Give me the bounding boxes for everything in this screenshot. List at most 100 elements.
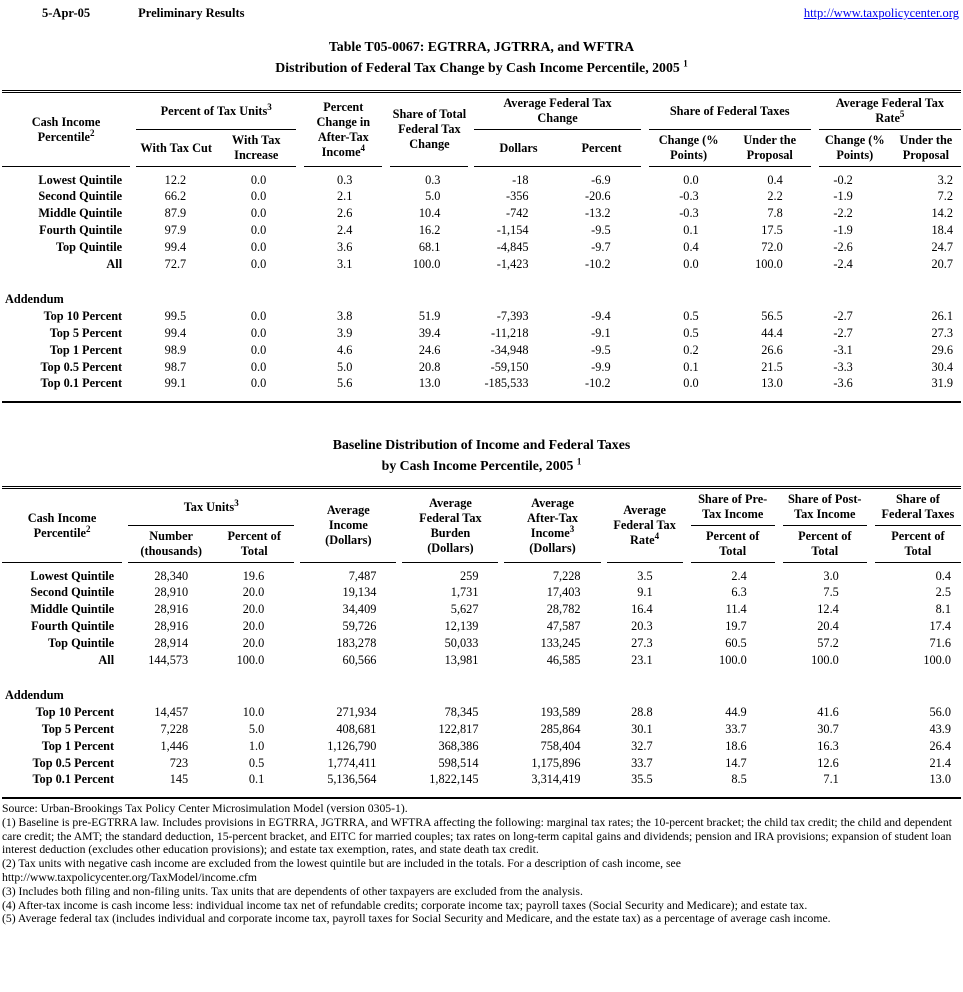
data-cell: 13,981 — [444, 653, 479, 667]
column-spacer — [867, 738, 875, 755]
data-cell: -1.9 — [833, 223, 853, 237]
data-cell: 5.6 — [336, 376, 353, 390]
site-link[interactable]: http://www.taxpolicycenter.org — [803, 6, 959, 20]
spacer-cell — [2, 273, 961, 291]
data-cell: -356 — [505, 189, 529, 203]
data-cell: 20.0 — [242, 602, 265, 616]
table1-title-line1: Table T05-0067: EGTRRA, JGTRRA, and WFTR… — [328, 39, 635, 54]
table-row: Top 5 Percent 7,228 5.0 408,681 122,817 285,8… — [2, 721, 961, 738]
data-cell: 20.0 — [242, 585, 265, 599]
data-cell: 3.9 — [336, 326, 353, 340]
column-spacer — [683, 704, 691, 721]
data-cell: 0.5 — [683, 309, 699, 323]
column-spacer — [867, 618, 875, 635]
column-spacer — [811, 93, 819, 167]
row-label: Top 0.5 Percent — [40, 360, 123, 374]
column-spacer — [296, 325, 304, 342]
column-spacer — [811, 325, 819, 342]
data-cell: -9.4 — [591, 309, 611, 323]
col-header-percent: Percent — [562, 130, 641, 167]
data-cell: 28,916 — [154, 602, 189, 616]
data-cell: -11,218 — [491, 326, 529, 340]
data-cell: 78,345 — [444, 705, 479, 719]
data-cell: 16.3 — [817, 739, 839, 753]
data-cell: 2.6 — [336, 206, 353, 220]
data-cell: 3,314,419 — [531, 772, 581, 786]
data-cell: 8.1 — [935, 602, 951, 616]
table-row: Lowest Quintile 12.2 0.0 0.3 0.3 -18 -6.9 0.0 0.… — [2, 167, 961, 188]
column-spacer — [811, 188, 819, 205]
column-spacer — [811, 342, 819, 359]
data-cell: 17,403 — [546, 585, 581, 599]
col-group-average-federal-tax-rate: Average Federal Tax Rate5 — [818, 93, 961, 130]
data-cell: 30.4 — [931, 360, 953, 374]
data-cell: -13.2 — [584, 206, 611, 220]
data-cell: 14.7 — [725, 756, 747, 770]
data-cell: 17.5 — [761, 223, 783, 237]
data-cell: 28.8 — [631, 705, 653, 719]
column-spacer — [811, 205, 819, 222]
data-cell: 5,136,564 — [327, 772, 377, 786]
column-spacer — [775, 721, 783, 738]
row-label: Top 10 Percent — [43, 309, 123, 323]
table2-top-rule — [2, 486, 961, 489]
data-cell: 41.6 — [817, 705, 839, 719]
table1-title-line2: Distribution of Federal Tax Change by Ca… — [275, 58, 688, 75]
data-cell: 21.5 — [761, 360, 783, 374]
data-cell: 2.5 — [935, 585, 951, 599]
column-spacer — [641, 342, 649, 359]
col-header-pre-tax-percent-of-total: Percent of Total — [690, 526, 775, 563]
column-spacer — [296, 167, 304, 188]
data-cell: 26.4 — [929, 739, 951, 753]
data-cell: -2.4 — [833, 257, 853, 271]
table-row: Top 0.1 Percent 99.1 0.0 5.6 13.0 -185,533 -10… — [2, 376, 961, 401]
data-cell: -1.9 — [833, 189, 853, 203]
date-label: 5-Apr-05 — [42, 6, 91, 20]
column-spacer — [296, 205, 304, 222]
column-spacer — [382, 93, 390, 167]
data-cell: 5,627 — [450, 602, 479, 616]
table-row: Fourth Quintile 28,916 20.0 59,726 12,139 47,… — [2, 618, 961, 635]
data-cell: 20.8 — [418, 360, 441, 374]
table-row: Top Quintile 28,914 20.0 183,278 50,033 133,2… — [2, 635, 961, 652]
data-cell: 100.0 — [923, 653, 951, 667]
row-label: Middle Quintile — [30, 602, 115, 616]
data-cell: 7.8 — [767, 206, 783, 220]
data-cell: 1,175,896 — [531, 756, 581, 770]
column-spacer — [296, 359, 304, 376]
spacer-row — [2, 669, 961, 687]
data-cell: 60,566 — [342, 653, 377, 667]
data-cell: 35.5 — [631, 772, 653, 786]
data-cell: 2.4 — [336, 223, 353, 237]
row-label: Top 0.1 Percent — [40, 376, 123, 390]
data-cell: -2.7 — [833, 309, 853, 323]
column-spacer — [775, 652, 783, 669]
column-spacer — [867, 652, 875, 669]
data-cell: 0.3 — [425, 173, 441, 187]
data-cell: 60.5 — [725, 636, 747, 650]
data-cell: -2.2 — [833, 206, 853, 220]
column-spacer — [867, 755, 875, 772]
column-spacer — [867, 584, 875, 601]
data-cell: 28,340 — [154, 569, 189, 583]
data-cell: 99.4 — [164, 326, 187, 340]
footnote-2: (2) Tax units with negative cash income … — [2, 857, 681, 871]
column-spacer — [683, 584, 691, 601]
column-spacer — [641, 188, 649, 205]
data-cell: 7,228 — [552, 569, 581, 583]
data-cell: 46,585 — [546, 653, 581, 667]
data-cell: 5.0 — [336, 360, 353, 374]
column-spacer — [641, 167, 649, 188]
table-row: Top 10 Percent 14,457 10.0 271,934 78,345 193… — [2, 704, 961, 721]
data-cell: 21.4 — [929, 756, 951, 770]
source-note: Source: Urban-Brookings Tax Policy Cente… — [2, 802, 408, 815]
footnote-4: (4) After-tax income is cash income less… — [2, 898, 808, 912]
data-cell: 0.3 — [336, 173, 353, 187]
data-cell: 5.0 — [248, 722, 265, 736]
row-label: Middle Quintile — [38, 206, 123, 220]
column-spacer — [775, 755, 783, 772]
data-cell: -10.2 — [584, 376, 611, 390]
data-cell: 3.6 — [336, 240, 353, 254]
data-cell: 133,245 — [540, 636, 581, 650]
data-cell: 1,446 — [160, 739, 189, 753]
